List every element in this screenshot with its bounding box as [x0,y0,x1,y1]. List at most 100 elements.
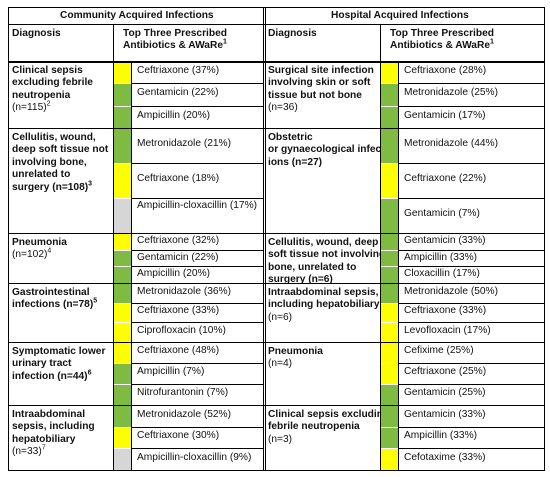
aware-access-swatch [114,364,132,384]
row-divider [8,342,545,343]
community-diagnosis-count: infection (n=44)6 [12,369,92,382]
hospital-diagnosis-line: Intraabdominal sepsis, [268,287,379,298]
sub-row-divider [398,105,544,107]
footnote-marker: 5 [93,298,98,305]
aware-access-swatch [114,84,132,106]
community-antibiotic: Ampicillin-cloxacillin (9%) [137,451,252,463]
hospital-diagnosis-line: Clinical sepsis excluding [268,409,390,420]
hospital-antibiotic: Ceftriaxone (28%) [404,64,487,76]
community-diagnosis-line: deep soft tissue not [12,144,109,156]
community-antibiotic: Ampicillin (20%) [137,109,211,121]
community-antibiotics-header: Top Three Prescribed [123,28,227,39]
row-divider [8,128,545,129]
hospital-diagnosis-line: ions (n=27) [268,156,323,168]
sub-row-divider [131,426,264,428]
swatch-divider [131,128,132,233]
sub-row-divider [398,302,544,304]
aware-access-swatch [381,129,399,163]
row-divider [8,470,545,471]
community-diagnosis-count: surgery (n=108)3 [12,180,93,193]
footnote-marker: 1 [223,39,227,46]
middle-border [263,7,264,471]
hospital-antibiotic: Gentamicin (7%) [404,208,480,220]
sub-row-divider [131,266,264,268]
aware-access-swatch [381,106,399,128]
hospital-antibiotic: Gentamicin (33%) [404,235,486,246]
hospital-antibiotics-header-line2: Antibiotics & AWaRe1 [390,39,494,52]
community-diagnosis-line: hepatobiliary [12,433,76,445]
community-diagnosis-line: Cellulitis, wound, [12,132,96,143]
swatch-divider [131,405,132,470]
sub-row-divider [131,198,264,199]
community-diagnosis-line: Intraabdominal [12,409,86,420]
footnote-marker: 6 [87,369,92,377]
hospital-antibiotic: Metronidazole (44%) [404,138,498,150]
aware-watch-swatch [381,303,399,323]
row-divider [8,233,545,234]
hospital-diagnosis-line: febrile neutropenia [268,421,360,433]
community-antibiotic: Gentamicin (22%) [137,251,219,263]
aware-watch-swatch [381,364,399,384]
swatch-divider [398,61,399,128]
hospital-antibiotic: Metronidazole (25%) [404,87,498,99]
sub-row-divider [131,448,264,450]
footnote-marker: 2 [46,100,51,108]
community-antibiotic: Ceftriaxone (18%) [137,173,220,185]
hospital-antibiotic: Ceftriaxone (22%) [404,173,487,185]
aware-access-swatch [114,106,132,128]
community-diagnosis-count: (n=115)2 [12,100,51,114]
community-antibiotic: Ampicillin-cloxacillin (17%) [137,200,258,211]
community-antibiotic: Ceftriaxone (48%) [137,345,220,357]
aware-access-swatch [114,284,132,303]
footnote-marker: 1 [490,39,494,46]
hospital-antibiotic: Gentamicin (33%) [404,408,486,420]
community-diagnosis-line: urinary tract [12,358,72,370]
hospital-diagnosis-line: involving skin or soft [268,77,371,89]
community-antibiotic: Gentamicin (22%) [137,87,219,99]
sub-row-divider [131,249,264,251]
community-diagnosis-header: Diagnosis [12,28,61,39]
community-antibiotic: Ceftriaxone (30%) [137,430,220,442]
aware-not-recommended-swatch [114,199,132,233]
aware-access-swatch [114,385,132,405]
sub-row-divider [398,322,544,324]
community-antibiotic: Ampicillin (7%) [137,366,205,378]
aware-watch-swatch [114,303,132,323]
community-antibiotic: Ceftriaxone (37%) [137,64,220,76]
swatch-divider [398,405,399,470]
community-diagnosis-count: (n=102)4 [12,248,52,261]
aware-access-swatch [114,129,132,163]
community-antibiotics-header-line2: Antibiotics & AWaRe1 [123,39,227,52]
hospital-diagnosis-line: soft tissue not involving [268,249,386,261]
column-divider [380,24,381,470]
aware-access-swatch [381,199,399,233]
hospital-diagnosis-line: Cellulitis, wound, deep [268,237,379,248]
table-top-border [8,7,545,8]
aware-watch-swatch [381,62,399,84]
aware-access-swatch [114,250,132,267]
community-diagnosis-line: unrelated to [12,169,71,181]
community-diagnosis-line: Pneumonia [12,237,67,248]
hospital-diagnosis-line: bone, unrelated to [268,261,357,273]
hospital-diagnosis-line: Pneumonia [268,346,323,357]
sub-row-divider [398,163,544,164]
footnote-marker: 3 [88,180,93,188]
row-divider [8,283,545,284]
table-left-border [8,7,9,471]
hospital-antibiotic: Ceftriaxone (33%) [404,305,487,317]
row-divider [8,405,545,406]
community-diagnosis-line: Clinical sepsis [12,65,83,76]
footnote-marker: 7 [41,444,46,452]
hospital-antibiotic: Metronidazole (50%) [404,285,498,297]
community-diagnosis-line: excluding febrile [12,77,93,89]
community-diagnosis-count: infections (n=78)5 [12,298,98,311]
aware-watch-swatch [381,323,399,342]
hospital-diagnosis-line: tissue but not bone [268,89,362,101]
sub-row-divider [398,448,544,450]
aware-access-swatch [381,250,399,267]
sub-row-divider [131,83,264,85]
table-right-border [544,7,545,471]
swatch-divider [131,283,132,342]
hospital-antibiotic: Levofloxacin (17%) [404,324,491,336]
